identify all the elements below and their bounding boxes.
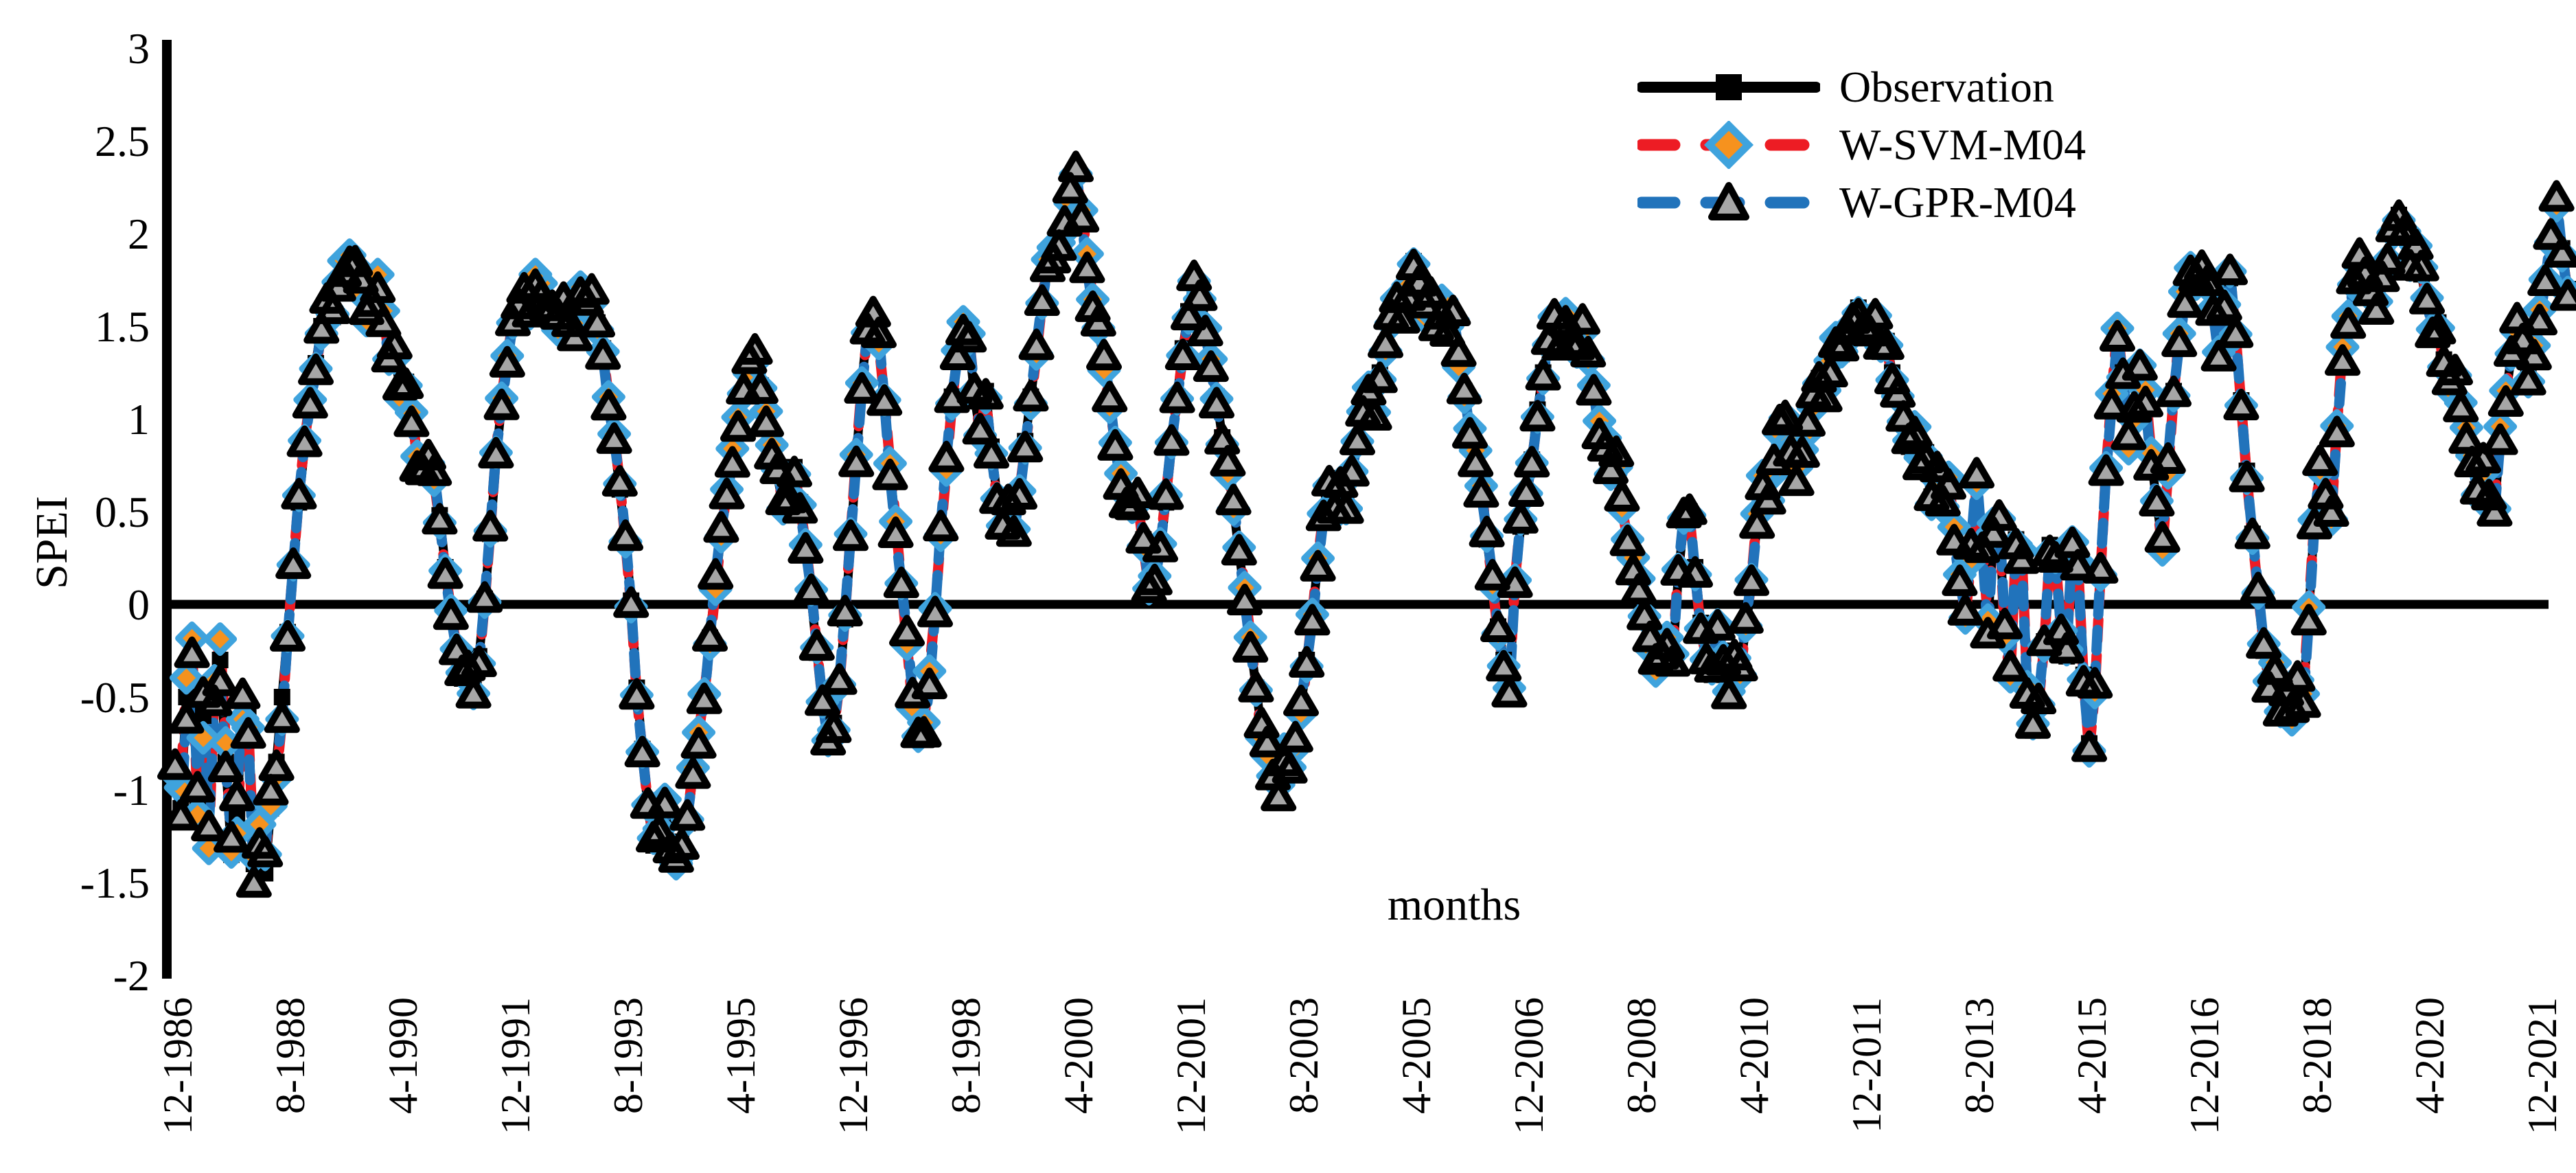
- x-tick-label: 4-2010: [1732, 997, 1777, 1114]
- legend-item-observation[interactable]: Observation: [1637, 63, 2086, 111]
- x-tick-label: 4-1995: [718, 997, 763, 1114]
- x-tick-label: 4-2005: [1394, 997, 1439, 1114]
- x-tick-label: 8-1993: [606, 997, 651, 1114]
- legend-item-svm[interactable]: W-SVM-M04: [1637, 121, 2086, 169]
- y-tick-label: 2.5: [95, 117, 150, 166]
- x-tick-label: 8-2003: [1281, 997, 1326, 1114]
- observation-line-sample-icon: [1637, 74, 1820, 100]
- y-tick-label: -2: [113, 951, 150, 1000]
- x-tick-label: 12-2011: [1844, 997, 1889, 1133]
- x-tick-label: 12-1996: [831, 997, 876, 1135]
- y-tick-label: -0.5: [80, 673, 150, 722]
- x-tick-label: 4-1990: [380, 997, 426, 1114]
- y-tick-label: 1.5: [95, 302, 150, 351]
- gpr-line-sample-icon: [1637, 182, 1820, 220]
- x-tick-label: 8-1998: [943, 997, 989, 1114]
- x-tick-label: 8-2018: [2295, 997, 2340, 1114]
- x-axis-title: months: [1387, 880, 1521, 930]
- legend-label-svm: W-SVM-M04: [1839, 120, 2086, 169]
- y-tick-label: 3: [128, 24, 150, 73]
- legend-label-gpr: W-GPR-M04: [1839, 178, 2076, 227]
- x-tick-label: 4-2000: [1056, 997, 1101, 1114]
- x-tick-label: 12-2016: [2182, 997, 2227, 1135]
- y-tick-label: 0.5: [95, 488, 150, 536]
- y-tick-label: 0: [128, 580, 150, 629]
- legend: Observation W-SVM-M04 W-GPR-M04: [1637, 63, 2086, 227]
- y-tick-label: -1.5: [80, 858, 150, 907]
- y-tick-label: 1: [128, 395, 150, 444]
- x-tick-label: 12-1991: [493, 997, 538, 1135]
- x-tick-label: 4-2015: [2069, 997, 2115, 1114]
- x-tick-label: 8-2013: [1957, 997, 2002, 1114]
- svm-line-sample-icon: [1637, 121, 1820, 169]
- y-tick-label: -1: [113, 766, 150, 815]
- gpr-markers: [157, 150, 2576, 898]
- legend-label-observation: Observation: [1839, 62, 2054, 111]
- legend-item-gpr[interactable]: W-GPR-M04: [1637, 179, 2086, 227]
- y-tick-label: 2: [128, 209, 150, 258]
- x-tick-label: 8-1988: [268, 997, 313, 1114]
- x-tick-label: 12-2006: [1506, 997, 1552, 1135]
- x-tick-label: 8-2008: [1619, 997, 1664, 1114]
- x-tick-label: 12-2001: [1169, 997, 1214, 1135]
- y-axis-title: SPEI: [26, 496, 77, 589]
- x-tick-label: 4-2020: [2407, 997, 2452, 1114]
- x-tick-label: 12-2021: [2520, 997, 2565, 1135]
- x-tick-label: 12-1986: [155, 997, 200, 1135]
